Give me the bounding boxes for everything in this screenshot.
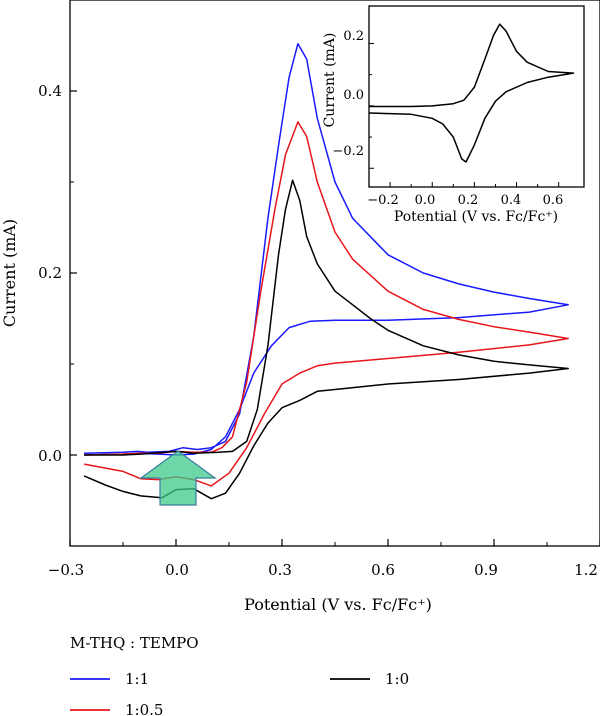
x-tick-label: 0.6 [371, 561, 395, 579]
main-plot-series [83, 42, 569, 500]
inset-x-tick-label: −0.2 [367, 193, 399, 208]
main-axis-ticks [69, 0, 600, 547]
x-tick-label: 0.3 [268, 561, 292, 579]
inset-x-tick-label: 0.0 [415, 193, 436, 208]
x-tick-label: −0.3 [48, 561, 84, 579]
legend-label-1-0: 1:0 [385, 670, 409, 688]
cv-curve-series-0 [368, 23, 575, 163]
cv-curve-1-1 [84, 42, 569, 456]
x-axis-title: Potential (V vs. Fc/Fc⁺) [244, 595, 432, 614]
inset-y-axis-title: Current (mA) [322, 33, 338, 128]
y-axis-title: Current (mA) [0, 219, 19, 327]
legend-label-1-0.5: 1:0.5 [125, 701, 163, 716]
y-tick-label: 0.4 [38, 82, 62, 100]
inset-x-tick-label: 0.2 [458, 193, 479, 208]
y-tick-label: 0.2 [38, 264, 62, 282]
x-tick-label: 0.0 [165, 561, 189, 579]
inset-y-tick-label: −0.2 [332, 144, 364, 159]
legend-label-1-1: 1:1 [125, 670, 149, 688]
y-tick-label: 0.0 [38, 447, 62, 465]
inset-plot-frame [368, 5, 585, 188]
up-arrow-annotation [139, 450, 217, 506]
x-tick-label: 1.2 [574, 561, 598, 579]
legend-title: M-THQ : TEMPO [70, 634, 199, 652]
inset-x-axis-title: Potential (V vs. Fc/Fc⁺) [394, 209, 558, 225]
inset-axis-ticks [369, 42, 560, 187]
inset-y-tick-label: 0.0 [343, 88, 364, 103]
inset-x-tick-label: 0.6 [543, 193, 564, 208]
cv-curve-1-0.5 [83, 121, 569, 487]
inset-y-tick-label: 0.2 [343, 29, 364, 44]
cv-curve-1-0 [83, 179, 569, 500]
x-tick-label: 0.9 [474, 561, 498, 579]
inset-plot-series [368, 23, 575, 163]
inset-x-tick-label: 0.4 [501, 193, 522, 208]
